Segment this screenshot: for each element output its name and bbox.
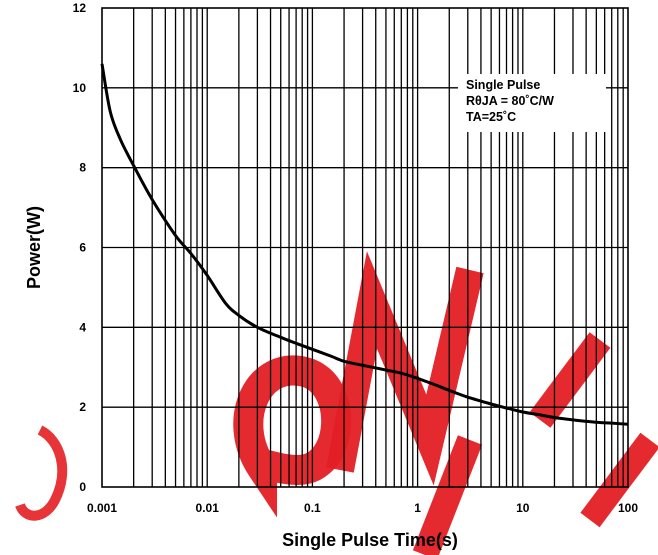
watermark-stroke-2 [326,251,484,486]
y-tick-label: 10 [73,81,87,95]
watermark-stroke-4 [529,332,611,428]
plot-frame [101,7,629,488]
watermark-stroke-1 [233,355,351,518]
y-tick-label: 2 [79,400,86,414]
annotation-line-3: TA=25˚C [466,110,516,124]
annotation-line-2: RθJA = 80˚C/W [466,94,554,108]
y-tick-label: 0 [79,480,86,494]
x-tick-labels: 0.001 0.01 0.1 1 10 100 [87,501,638,515]
series-line [100,63,629,426]
x-tick-label: 0.1 [304,501,321,515]
y-tick-labels: 0 2 4 6 8 10 12 [73,1,87,494]
y-tick-label: 6 [79,241,86,255]
watermark-stroke-6 [15,425,68,521]
annotation-box: Single Pulse RθJA = 80˚C/W TA=25˚C [458,74,606,132]
y-axis-title: Power(W) [24,206,44,289]
watermark-stroke-3 [412,435,483,555]
annotation-line-1: Single Pulse [466,78,540,92]
y-tick-label: 4 [79,320,86,334]
x-tick-label: 0.01 [196,501,220,515]
x-tick-label: 100 [618,501,638,515]
x-tick-label: 0.001 [87,501,117,515]
y-tick-label: 8 [79,161,86,175]
x-tick-label: 1 [414,501,421,515]
x-tick-label: 10 [516,501,530,515]
watermark-stroke-5 [580,432,658,528]
y-tick-label: 12 [73,1,87,15]
x-axis-title: Single Pulse Time(s) [282,530,458,550]
